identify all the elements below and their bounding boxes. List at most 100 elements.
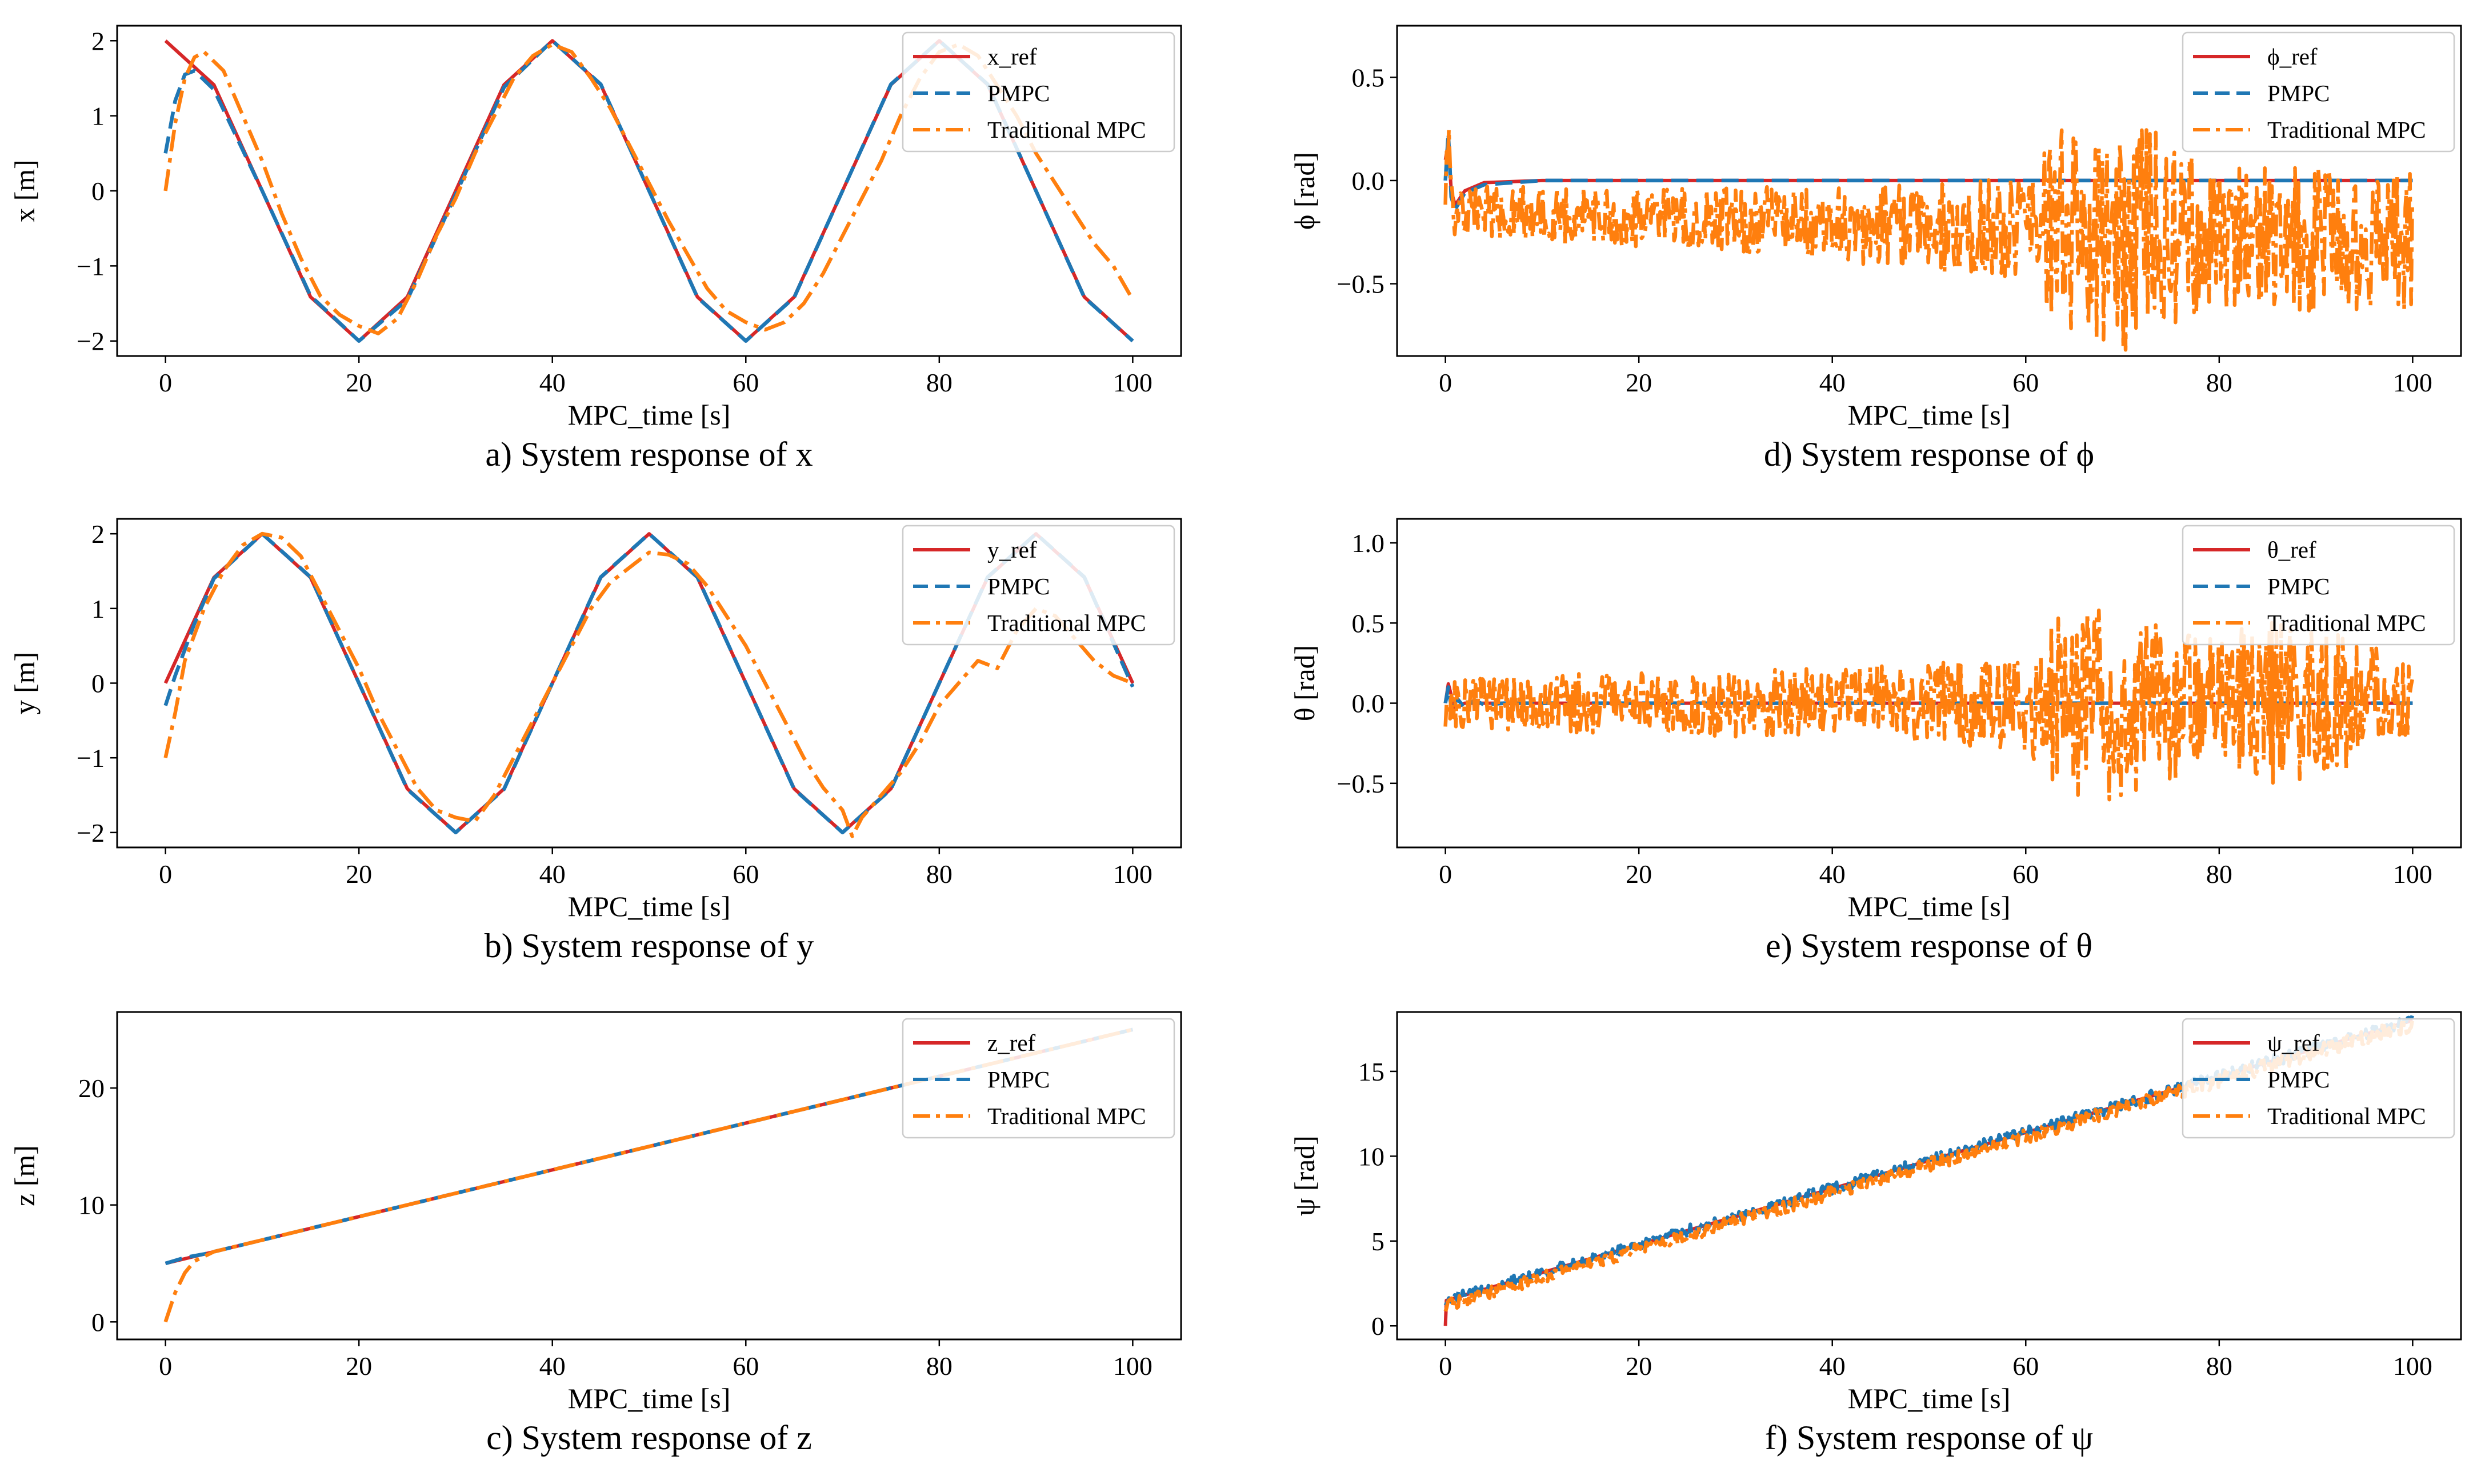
y-tick-label: 10 (1358, 1142, 1384, 1171)
y-axis-label: z [m] (9, 1145, 41, 1206)
x-tick-label: 40 (539, 859, 566, 889)
legend-label: PMPC (987, 1066, 1050, 1093)
y-tick-label: 0.0 (1352, 166, 1385, 195)
y-tick-label: 0 (91, 669, 105, 698)
chart-panel-a: 0 20 40 60 80 100 −2 −1 0 1 2 MPC_time [s] x [m] a) S… (9, 25, 1182, 473)
y-axis-label: θ [rad] (1288, 645, 1320, 722)
y-tick-label: −2 (77, 818, 105, 847)
legend-label: PMPC (2267, 573, 2330, 599)
x-axis-label: MPC_time [s] (568, 399, 731, 431)
legend-label: PMPC (2267, 1066, 2330, 1093)
legend-label: Traditional MPC (2267, 117, 2426, 143)
legend-box (2182, 31, 2455, 153)
x-tick-label: 20 (346, 1351, 372, 1381)
legend: z_ref PMPC Traditional MPC (902, 1018, 1175, 1139)
x-tick-label: 80 (2206, 368, 2232, 397)
x-axis-label: MPC_time [s] (1848, 890, 2011, 922)
x-tick-label: 60 (733, 859, 759, 889)
x-tick-label: 60 (2012, 859, 2039, 889)
panel-caption: b) System response of y (485, 927, 814, 965)
x-tick-label: 100 (2393, 859, 2432, 889)
series-line-traditional-mpc (163, 531, 1134, 838)
x-tick-label: 80 (926, 1351, 953, 1381)
y-tick-label: 5 (1371, 1227, 1384, 1256)
x-tick-label: 40 (539, 368, 566, 397)
y-axis-label: ϕ [rad] (1288, 152, 1320, 230)
legend-box (902, 1018, 1175, 1139)
x-tick-label: 80 (2206, 859, 2232, 889)
x-tick-label: 0 (159, 368, 172, 397)
x-tick-label: 60 (2012, 1351, 2039, 1381)
x-tick-label: 0 (159, 859, 172, 889)
x-tick-label: 100 (2393, 1351, 2432, 1381)
legend-label: Traditional MPC (987, 1103, 1146, 1129)
x-tick-label: 60 (2012, 368, 2039, 397)
legend-label: y_ref (987, 537, 1037, 563)
x-tick-label: 0 (159, 1351, 172, 1381)
y-tick-label: 1 (91, 102, 105, 131)
legend-label: Traditional MPC (987, 117, 1146, 143)
x-tick-label: 0 (1439, 1351, 1452, 1381)
x-tick-label: 100 (1113, 368, 1153, 397)
y-tick-label: 1.0 (1352, 529, 1385, 558)
y-axis-label: ψ [rad] (1288, 1135, 1320, 1216)
legend: y_ref PMPC Traditional MPC (902, 525, 1175, 646)
y-axis-label: y [m] (9, 652, 41, 715)
x-tick-label: 20 (346, 368, 372, 397)
x-axis-label: MPC_time [s] (1848, 1382, 2011, 1414)
legend-label: θ_ref (2267, 537, 2316, 563)
x-axis-label: MPC_time [s] (568, 1382, 731, 1414)
chart-panel-f: 0 20 40 60 80 100 0 5 10 15 MPC_time [s] ψ [rad] f) … (1288, 1011, 2462, 1457)
y-tick-label: 0.0 (1352, 689, 1385, 718)
y-tick-label: −0.5 (1337, 769, 1384, 798)
x-tick-label: 80 (926, 368, 953, 397)
legend-box (902, 31, 1175, 153)
x-tick-label: 0 (1439, 368, 1452, 397)
legend-box (2182, 525, 2455, 646)
legend-box (2182, 1018, 2455, 1139)
chart-panel-e: 0 20 40 60 80 100 −0.5 0.0 0.5 1.0 MPC_time [s] θ [… (1288, 518, 2462, 965)
plot-frame (1396, 1011, 2462, 1341)
y-tick-label: 0.5 (1352, 63, 1385, 92)
panel-caption: d) System response of ϕ (1764, 435, 2094, 473)
y-tick-label: 0 (91, 1307, 105, 1337)
x-tick-label: 40 (539, 1351, 566, 1381)
y-tick-label: −2 (77, 327, 105, 356)
plot-frame (1396, 25, 2462, 357)
x-tick-label: 100 (1113, 1351, 1153, 1381)
x-axis-label: MPC_time [s] (568, 890, 731, 922)
panel-caption: a) System response of x (485, 435, 813, 473)
legend-label: Traditional MPC (2267, 610, 2426, 636)
series-line-traditional-mpc (1443, 127, 2414, 352)
x-tick-label: 60 (733, 368, 759, 397)
y-tick-label: 2 (91, 519, 105, 549)
chart-panel-c: 0 20 40 60 80 100 0 10 20 MPC_time [s] z [m] c) Sys… (9, 1011, 1182, 1457)
panel-caption: c) System response of z (486, 1419, 812, 1457)
series-line-traditional-mpc (1443, 608, 2414, 802)
plot-frame (116, 1011, 1182, 1341)
legend: ψ_ref PMPC Traditional MPC (2182, 1018, 2455, 1139)
legend-label: PMPC (987, 80, 1050, 106)
legend-box (902, 525, 1175, 646)
y-tick-label: 0.5 (1352, 609, 1385, 638)
legend-label: ϕ_ref (2267, 43, 2318, 70)
series-line-traditional-mpc (163, 1027, 1134, 1323)
legend-label: z_ref (987, 1030, 1036, 1056)
x-tick-label: 20 (1626, 1351, 1652, 1381)
y-tick-label: 20 (78, 1074, 105, 1103)
x-tick-label: 80 (2206, 1351, 2232, 1381)
series-line-pmpc (165, 1027, 1134, 1266)
y-tick-label: 2 (91, 26, 105, 55)
legend-label: Traditional MPC (2267, 1103, 2426, 1129)
y-tick-label: −1 (77, 251, 105, 281)
x-tick-label: 0 (1439, 859, 1452, 889)
x-tick-label: 20 (1626, 859, 1652, 889)
plot-frame (1396, 518, 2462, 849)
y-tick-label: 0 (1371, 1311, 1384, 1341)
legend: θ_ref PMPC Traditional MPC (2182, 525, 2455, 646)
legend: ϕ_ref PMPC Traditional MPC (2182, 31, 2455, 153)
legend-label: Traditional MPC (987, 610, 1146, 636)
x-axis-label: MPC_time [s] (1848, 399, 2011, 431)
x-tick-label: 60 (733, 1351, 759, 1381)
legend-label: PMPC (2267, 80, 2330, 106)
